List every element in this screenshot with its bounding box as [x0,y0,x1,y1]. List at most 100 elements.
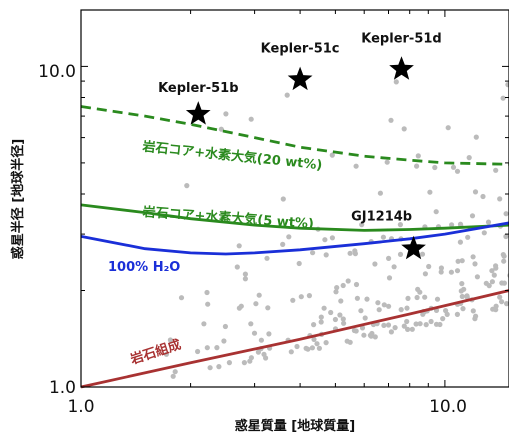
observed-planet-point [465,234,471,240]
observed-planet-point [256,292,262,298]
observed-planet-point [504,301,509,307]
observed-planet-point [422,294,428,300]
observed-planet-point [353,281,360,288]
observed-planet-point [450,164,457,170]
observed-planet-point [238,303,244,309]
observed-planet-point [497,294,503,300]
observed-planet-point [280,196,286,202]
observed-planet-point [381,302,387,308]
observed-planet-point [359,222,365,228]
observed-planet-point [393,79,399,85]
observed-planets-layer [163,79,509,379]
observed-planet-point [376,307,382,313]
observed-planet-point [404,305,410,311]
observed-planet-point [351,327,357,334]
observed-planet-point [305,346,311,352]
observed-planet-point [266,331,272,337]
observed-planet-point [241,360,247,366]
observed-planet-point [491,272,497,278]
observed-planet-point [372,261,378,267]
x-tick-label-1: 1.0 [67,397,94,417]
observed-planet-point [434,296,441,302]
observed-planet-point [386,303,392,309]
observed-planet-point [459,293,465,300]
observed-planet-point [457,221,464,227]
observed-planet-point [195,348,201,355]
observed-planet-point [286,234,292,240]
curve-rocky [80,289,509,389]
observed-planet-point [311,336,317,342]
observed-planet-point [372,334,378,340]
observed-planet-point [386,275,393,281]
observed-planet-point [423,322,429,328]
y-tick-label-1: 1.0 [49,378,76,398]
observed-planet-point [426,263,432,270]
observed-planet-point [493,265,499,271]
observed-planet-point [499,280,505,286]
observed-planet-point [464,294,470,300]
observed-planet-point [242,276,248,282]
observed-planet-point [318,319,324,325]
observed-planet-point [347,339,353,345]
observed-planet-point [318,314,324,320]
observed-planet-point [204,289,210,296]
observed-planet-point [353,163,359,169]
star-marker-kepler-51c [287,66,313,91]
observed-planet-point [473,134,479,140]
curve-label-water: 100% H₂O [108,260,180,275]
observed-planet-point [167,337,173,343]
observed-planet-point [388,117,394,123]
observed-planet-point [204,345,210,351]
observed-planet-point [288,349,294,355]
observed-planet-point [414,294,420,301]
observed-planet-point [296,260,302,267]
observed-planet-point [405,326,411,332]
observed-planet-point [419,251,426,257]
observed-planet-point [437,321,443,328]
star-marker-kepler-51b [185,101,211,125]
observed-planet-point [438,269,444,275]
observed-planet-point [380,234,386,240]
curve-water [80,221,509,256]
observed-planet-point [340,316,346,322]
observed-planet-point [345,278,351,284]
observed-planet-point [369,330,375,337]
observed-planet-point [248,355,254,361]
observed-planet-point [470,254,476,260]
x-axis-title: 惑星質量 [地球質量] [235,418,355,434]
observed-planet-point [454,268,461,274]
observed-planet-point [323,340,329,346]
observed-planet-point [205,301,211,307]
observed-planet-point [223,111,229,117]
observed-planet-point [163,351,169,357]
observed-planet-point [381,322,387,328]
observed-planet-point [486,283,492,289]
curve-h-atm-20 [80,105,509,166]
observed-planet-point [490,306,496,312]
observed-planet-point [398,307,404,313]
observed-planet-point [500,95,506,101]
observed-planet-point [364,296,370,302]
observed-planet-point [497,196,503,202]
observed-planet-point [170,373,176,379]
observed-planet-point [457,239,463,245]
observed-planet-point [337,312,343,318]
observed-planet-point [264,255,270,261]
observed-planet-point [253,301,259,307]
observed-planet-point [413,321,419,327]
observed-planet-point [352,251,358,257]
axis-ticks [80,10,509,388]
observed-planet-point [332,316,338,323]
observed-planet-point [294,343,300,350]
observed-planet-point [265,305,271,311]
observed-planet-point [218,126,224,132]
observed-planet-point [261,351,267,357]
observed-planet-point [443,308,449,314]
observed-planet-point [469,213,476,219]
observed-planet-point [334,285,340,291]
observed-planet-point [489,268,495,274]
y-tick-label-10: 10.0 [38,62,76,82]
observed-planet-point [386,255,392,261]
observed-planet-point [459,258,465,264]
